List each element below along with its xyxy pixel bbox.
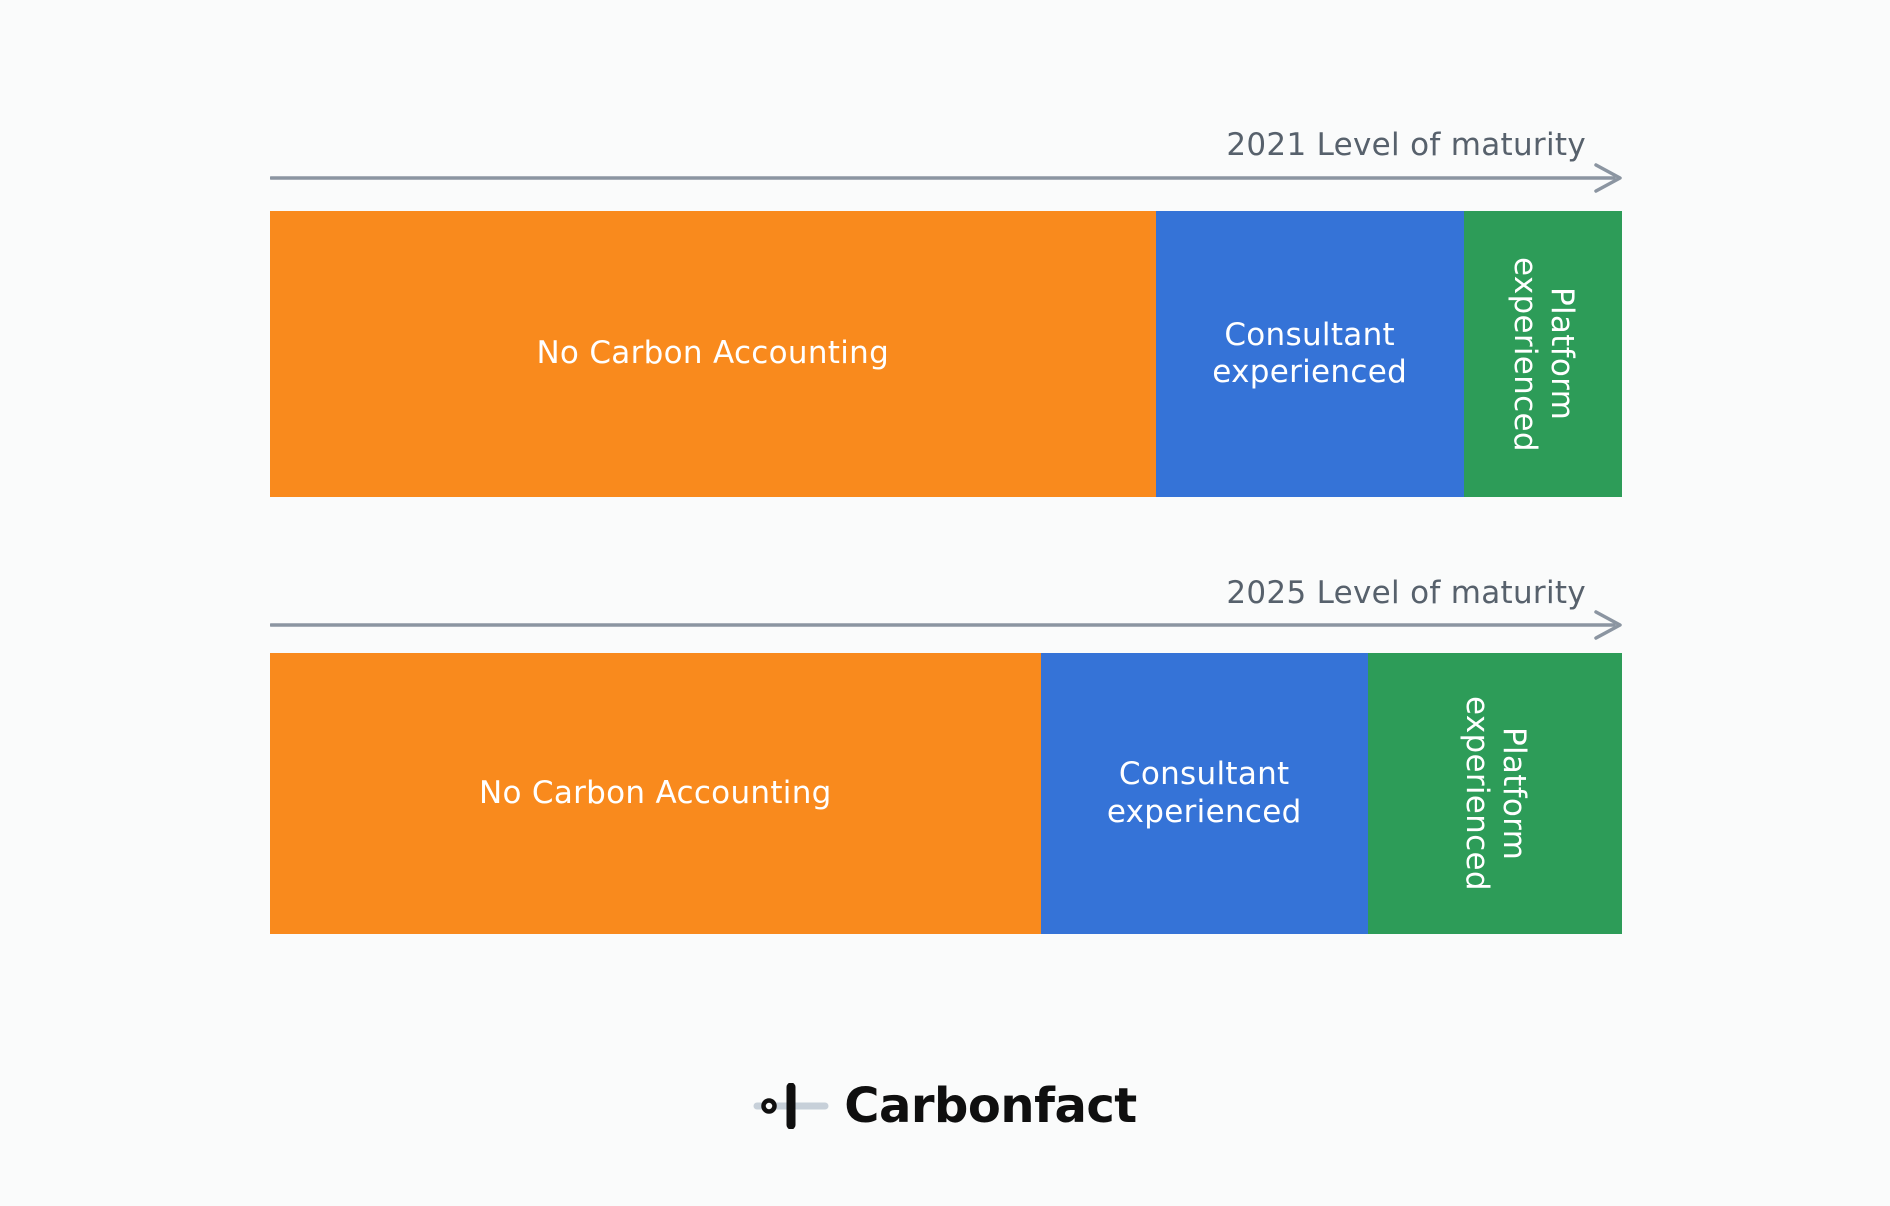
segment-2025-consultant-experienced: Consultant experienced xyxy=(1040,653,1368,934)
segment-2025-no-carbon-accounting: No Carbon Accounting xyxy=(270,653,1041,934)
maturity-axis-arrow-2021 xyxy=(270,163,1622,193)
carbonfact-slider-icon xyxy=(753,1083,829,1129)
stacked-bar-2025: No Carbon Accounting Consultant experien… xyxy=(270,653,1622,934)
carbonfact-logo: Carbonfact xyxy=(0,1082,1890,1130)
segment-label: No Carbon Accounting xyxy=(536,335,890,372)
chart-2025-title: 2025 Level of maturity xyxy=(1226,575,1586,611)
chart-2021-title: 2021 Level of maturity xyxy=(1226,127,1586,163)
segment-2025-platform-experienced: Platform experienced xyxy=(1367,653,1622,934)
segment-label: Platform experienced xyxy=(1506,256,1581,452)
segment-label: Consultant experienced xyxy=(1212,316,1408,390)
stacked-bar-2021: No Carbon Accounting Consultant experien… xyxy=(270,211,1622,497)
segment-2021-no-carbon-accounting: No Carbon Accounting xyxy=(270,211,1156,497)
segment-2021-platform-experienced: Platform experienced xyxy=(1463,211,1622,497)
segment-label: No Carbon Accounting xyxy=(478,774,832,811)
maturity-axis-arrow-2025 xyxy=(270,610,1622,640)
segment-label: Consultant experienced xyxy=(1106,756,1302,830)
segment-label: Platform experienced xyxy=(1458,696,1533,891)
carbonfact-logo-text: Carbonfact xyxy=(844,1078,1137,1134)
segment-2021-consultant-experienced: Consultant experienced xyxy=(1155,211,1464,497)
